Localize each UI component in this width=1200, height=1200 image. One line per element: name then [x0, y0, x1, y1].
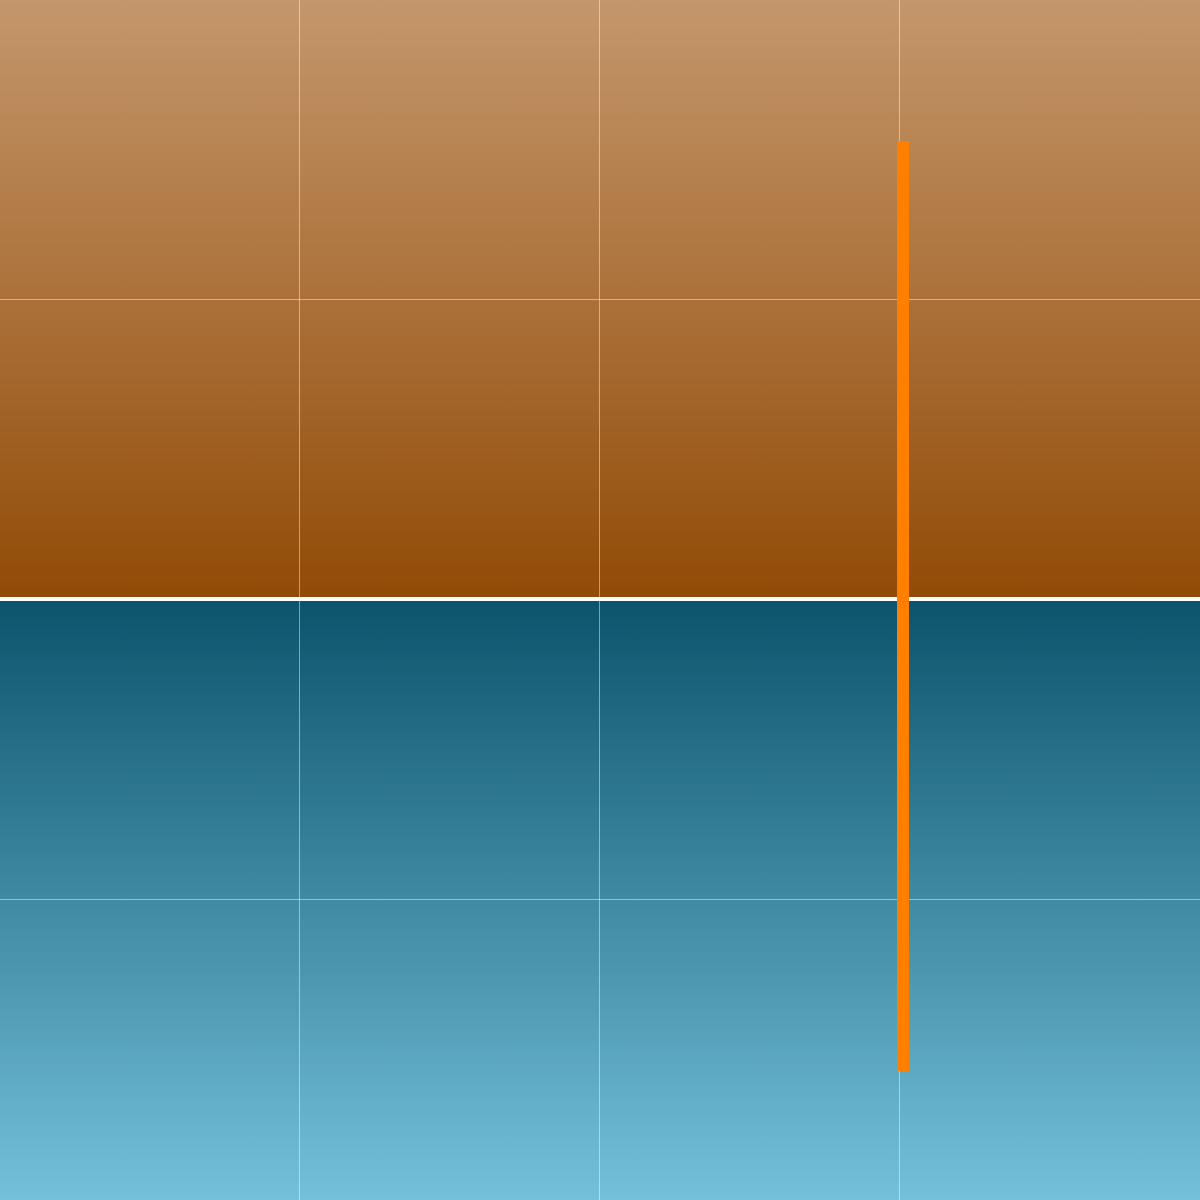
- top-gradient-panel: [0, 0, 1200, 597]
- grid-line-horizontal: [0, 299, 1200, 300]
- grid-line-vertical: [299, 0, 300, 1200]
- grid-line-vertical: [599, 0, 600, 1200]
- vertical-indicator-bar: [897, 141, 909, 1071]
- horizon-line: [0, 597, 1200, 601]
- grid-line-horizontal: [0, 899, 1200, 900]
- bottom-gradient-panel: [0, 601, 1200, 1200]
